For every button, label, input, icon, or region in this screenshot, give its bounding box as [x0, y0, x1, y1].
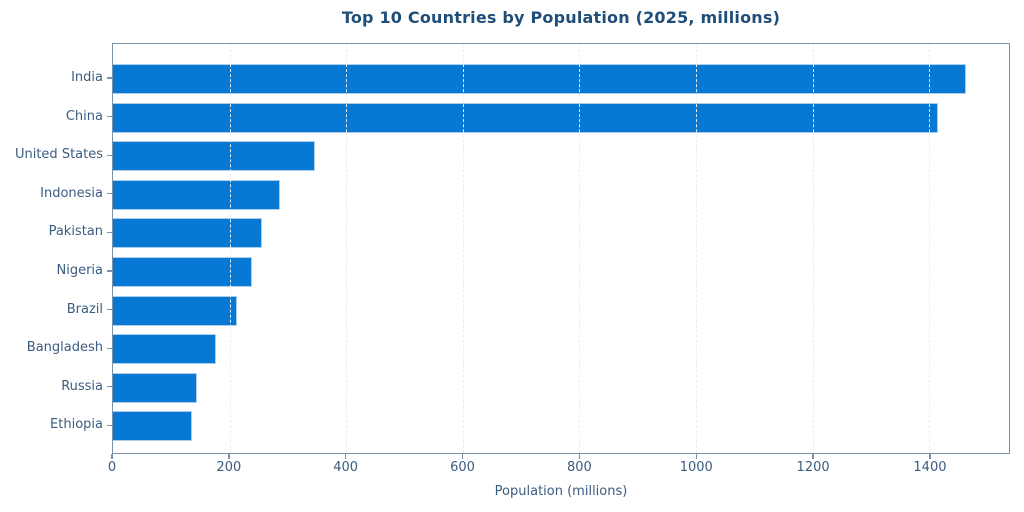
x-axis-label: Population (millions)	[494, 484, 628, 499]
xtick-mark	[578, 454, 581, 459]
bar-india	[113, 64, 967, 94]
ytick-mark	[107, 308, 112, 311]
bar-china	[113, 102, 939, 133]
ytick-label-india: India	[71, 70, 103, 85]
bar-nigeria	[113, 257, 252, 287]
xtick-mark	[111, 454, 113, 459]
gridline-1200	[812, 44, 814, 453]
ytick-mark	[107, 424, 112, 427]
xtick-label-200: 200	[216, 460, 242, 475]
gridline-1400	[929, 44, 931, 453]
ytick-label-indonesia: Indonesia	[40, 185, 103, 201]
gridline-600	[462, 44, 464, 453]
bar-ethiopia	[113, 411, 192, 442]
bar-brazil	[113, 295, 238, 326]
ytick-label-china: China	[65, 108, 103, 124]
xtick-label-800: 800	[566, 460, 592, 475]
bar-russia	[113, 372, 197, 403]
xtick-label-1200: 1200	[796, 460, 830, 475]
ytick-label-brazil: Brazil	[66, 301, 103, 317]
gridline-800	[579, 44, 581, 453]
chart-title: Top 10 Countries by Population (2025, mi…	[341, 8, 781, 27]
ytick-mark	[107, 347, 112, 349]
gridline-400	[346, 44, 348, 453]
xtick-label-1000: 1000	[679, 460, 713, 475]
ytick-mark	[107, 154, 112, 156]
xtick-mark	[461, 454, 464, 459]
ytick-mark	[107, 115, 112, 118]
xtick-mark	[695, 454, 697, 459]
bar-united-states	[113, 141, 316, 172]
bar-indonesia	[113, 179, 280, 210]
ytick-mark	[107, 193, 112, 195]
plot-area	[112, 43, 1010, 454]
ytick-label-ethiopia: Ethiopia	[50, 417, 103, 433]
ytick-mark	[107, 270, 112, 272]
ytick-label-united-states: United States	[14, 147, 103, 163]
ytick-mark	[107, 77, 112, 79]
ytick-mark	[107, 386, 112, 388]
gridline-200	[229, 44, 231, 453]
gridline-1000	[695, 44, 697, 453]
xtick-mark	[228, 454, 230, 459]
bar-pakistan	[113, 218, 262, 249]
xtick-label-0: 0	[107, 460, 117, 475]
ytick-label-bangladesh: Bangladesh	[26, 340, 103, 356]
ytick-mark	[107, 231, 112, 234]
xtick-mark	[929, 454, 931, 459]
ytick-label-pakistan: Pakistan	[48, 224, 103, 240]
xtick-mark	[812, 454, 814, 459]
xtick-label-600: 600	[450, 460, 475, 475]
xtick-mark	[345, 454, 347, 459]
ytick-label-nigeria: Nigeria	[56, 263, 103, 278]
xtick-label-400: 400	[333, 460, 359, 475]
bar-bangladesh	[113, 334, 216, 365]
ytick-label-russia: Russia	[61, 378, 103, 394]
xtick-label-1400: 1400	[913, 460, 947, 475]
